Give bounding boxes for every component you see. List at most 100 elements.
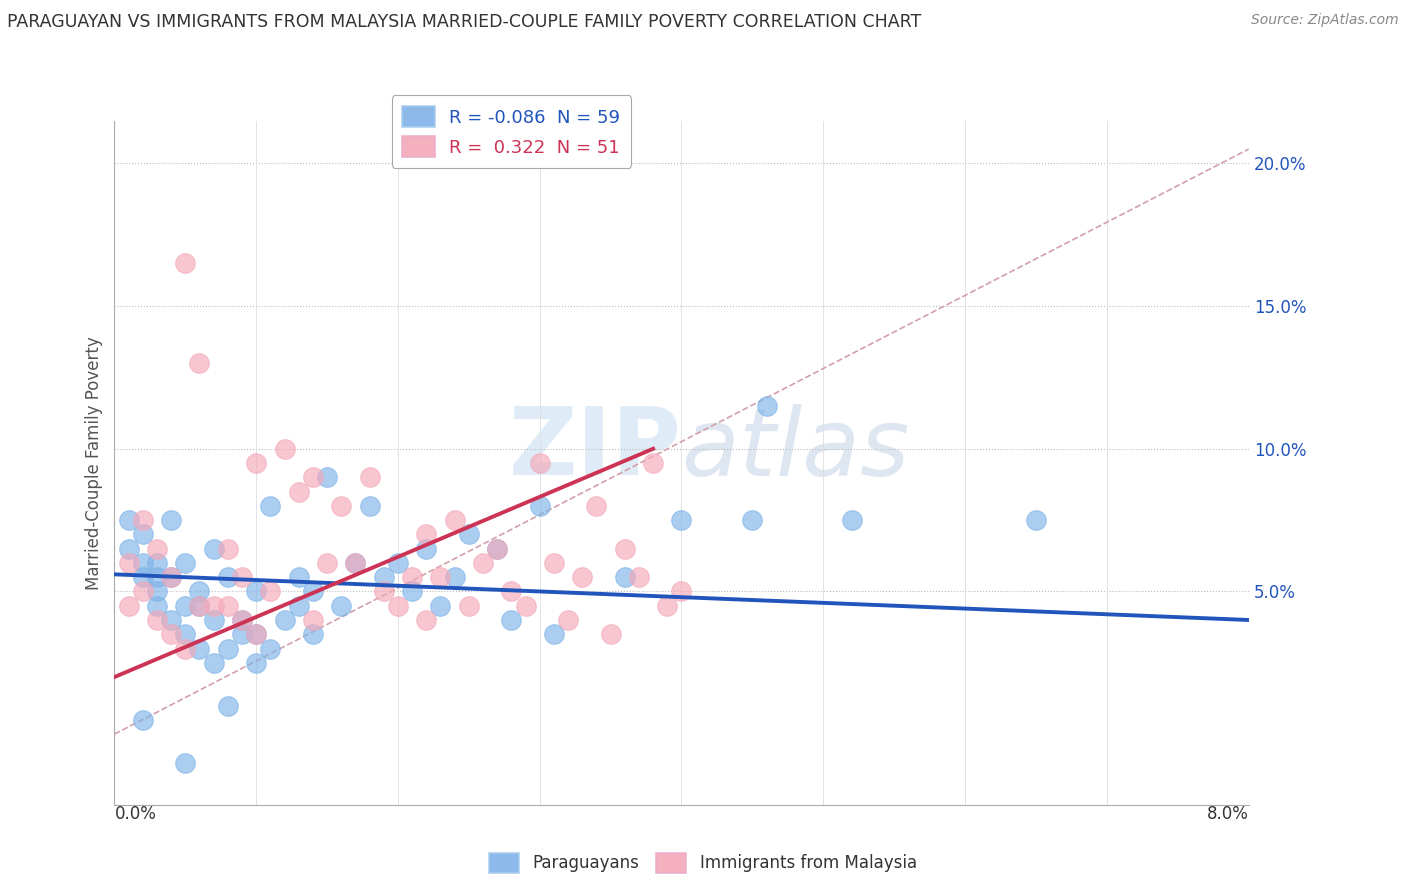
Point: [174, 756, 197, 770]
Point: [188, 356, 211, 370]
Point: [217, 541, 239, 556]
Point: [245, 656, 267, 670]
Point: [146, 541, 169, 556]
Point: [359, 470, 381, 484]
Point: [174, 256, 197, 270]
Point: [273, 442, 295, 456]
Text: 8.0%: 8.0%: [1206, 805, 1249, 823]
Point: [132, 584, 155, 599]
Legend: R = -0.086  N = 59, R =  0.322  N = 51: R = -0.086 N = 59, R = 0.322 N = 51: [391, 95, 631, 168]
Point: [287, 570, 309, 584]
Point: [429, 570, 451, 584]
Point: [373, 584, 395, 599]
Text: Source: ZipAtlas.com: Source: ZipAtlas.com: [1251, 13, 1399, 28]
Point: [174, 599, 197, 613]
Point: [472, 556, 495, 570]
Point: [302, 584, 325, 599]
Text: atlas: atlas: [682, 404, 910, 495]
Point: [202, 599, 225, 613]
Point: [259, 584, 281, 599]
Point: [287, 599, 309, 613]
Point: [217, 641, 239, 656]
Point: [429, 599, 451, 613]
Point: [529, 456, 551, 470]
Point: [188, 584, 211, 599]
Point: [643, 456, 665, 470]
Point: [117, 541, 139, 556]
Point: [231, 613, 253, 627]
Point: [585, 499, 607, 513]
Point: [415, 541, 437, 556]
Point: [671, 513, 693, 527]
Point: [671, 584, 693, 599]
Point: [202, 541, 225, 556]
Point: [117, 513, 139, 527]
Point: [146, 613, 169, 627]
Point: [273, 613, 295, 627]
Point: [443, 513, 465, 527]
Point: [755, 399, 778, 413]
Point: [245, 456, 267, 470]
Point: [344, 556, 367, 570]
Point: [132, 713, 155, 727]
Point: [160, 570, 183, 584]
Point: [627, 570, 650, 584]
Point: [231, 613, 253, 627]
Point: [231, 627, 253, 641]
Point: [302, 627, 325, 641]
Text: PARAGUAYAN VS IMMIGRANTS FROM MALAYSIA MARRIED-COUPLE FAMILY POVERTY CORRELATION: PARAGUAYAN VS IMMIGRANTS FROM MALAYSIA M…: [7, 13, 921, 31]
Point: [174, 641, 197, 656]
Point: [174, 627, 197, 641]
Point: [443, 570, 465, 584]
Point: [160, 513, 183, 527]
Point: [160, 570, 183, 584]
Point: [557, 613, 579, 627]
Point: [841, 513, 863, 527]
Point: [217, 698, 239, 713]
Point: [117, 556, 139, 570]
Point: [132, 527, 155, 541]
Point: [302, 470, 325, 484]
Point: [217, 599, 239, 613]
Point: [359, 499, 381, 513]
Point: [188, 599, 211, 613]
Point: [501, 613, 523, 627]
Point: [543, 627, 565, 641]
Point: [160, 613, 183, 627]
Point: [316, 556, 339, 570]
Point: [259, 499, 281, 513]
Point: [387, 556, 409, 570]
Point: [657, 599, 679, 613]
Point: [741, 513, 763, 527]
Point: [132, 570, 155, 584]
Point: [501, 584, 523, 599]
Point: [344, 556, 367, 570]
Point: [245, 627, 267, 641]
Point: [330, 599, 353, 613]
Point: [415, 613, 437, 627]
Point: [543, 556, 565, 570]
Point: [202, 613, 225, 627]
Point: [316, 470, 339, 484]
Point: [401, 584, 423, 599]
Point: [287, 484, 309, 499]
Point: [302, 613, 325, 627]
Point: [486, 541, 509, 556]
Point: [457, 599, 479, 613]
Point: [146, 584, 169, 599]
Point: [245, 627, 267, 641]
Point: [415, 527, 437, 541]
Point: [401, 570, 423, 584]
Point: [132, 556, 155, 570]
Point: [146, 570, 169, 584]
Point: [373, 570, 395, 584]
Point: [174, 556, 197, 570]
Text: 0.0%: 0.0%: [114, 805, 156, 823]
Point: [188, 641, 211, 656]
Point: [613, 570, 636, 584]
Point: [146, 599, 169, 613]
Point: [259, 641, 281, 656]
Point: [486, 541, 509, 556]
Point: [515, 599, 537, 613]
Point: [146, 556, 169, 570]
